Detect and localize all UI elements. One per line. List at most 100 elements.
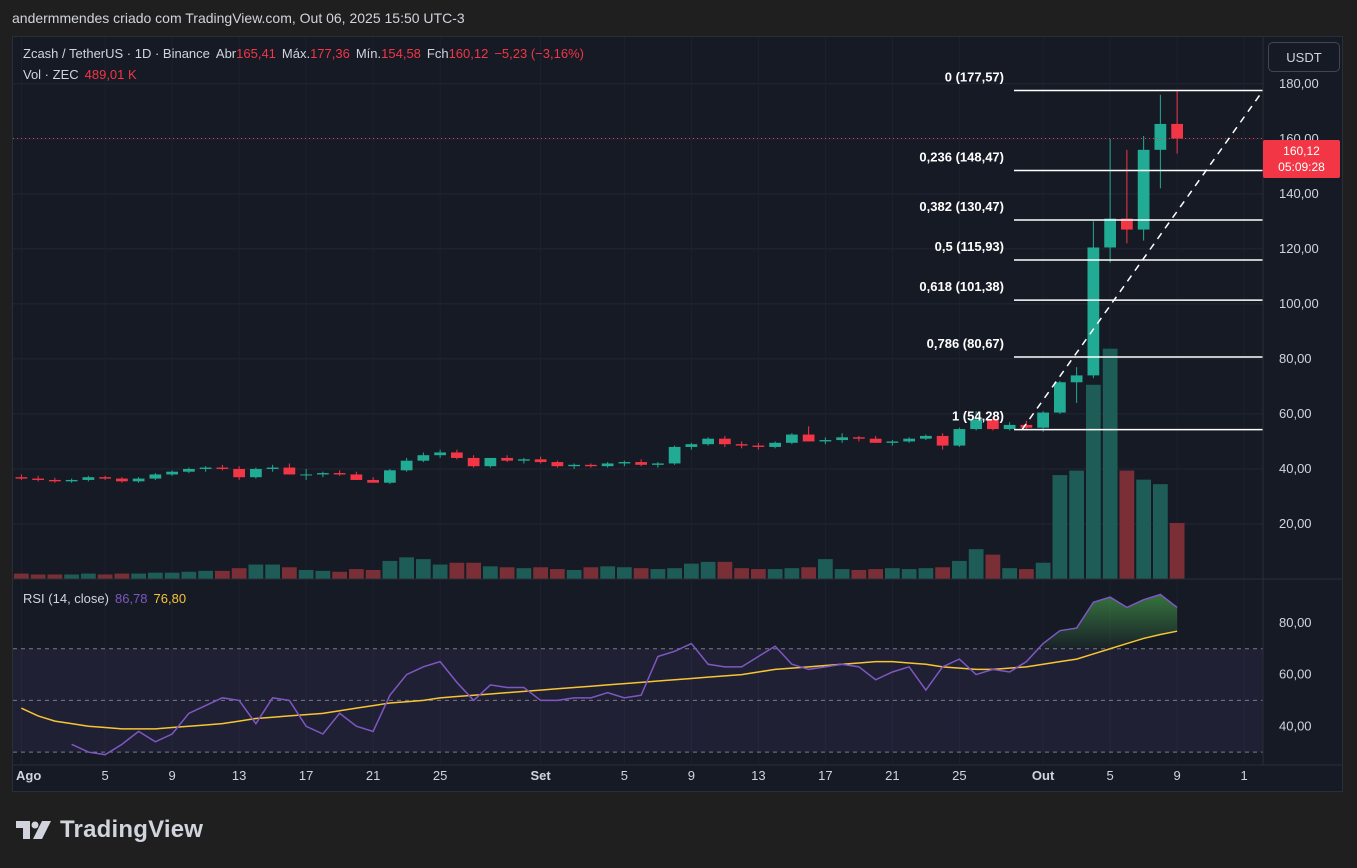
volume-bar	[282, 567, 297, 579]
volume-bar	[248, 564, 264, 579]
last-price-tag: 160,12 05:09:28	[1263, 140, 1340, 178]
candle-body	[702, 438, 714, 445]
volume-bar	[1052, 475, 1068, 579]
volume-layer	[14, 348, 1185, 579]
candle-body	[1121, 218, 1133, 230]
candle-body	[1003, 424, 1016, 430]
candle-body	[233, 468, 245, 478]
volume-bar	[550, 569, 565, 579]
candle-body	[869, 438, 882, 443]
tradingview-logo[interactable]: TradingView	[16, 816, 203, 844]
rsi-label[interactable]: RSI (14, close)	[23, 591, 109, 606]
volume-bar	[181, 571, 197, 579]
price-tick-label: 20,00	[1279, 516, 1312, 531]
high-value: 177,36	[310, 46, 350, 61]
candle-body	[601, 463, 614, 467]
rsi-band-layer	[13, 648, 1263, 753]
ohlc-legend: Zcash / TetherUS · 1D · Binance Abr165,41…	[23, 46, 590, 61]
rsi-ma-value: 76,80	[153, 591, 187, 606]
candle-body	[317, 473, 329, 475]
volume-bar	[416, 559, 431, 579]
volume-bar	[499, 567, 515, 579]
time-tick-label: 25	[433, 768, 447, 783]
volume-label[interactable]: Vol · ZEC	[23, 67, 79, 82]
candle-body	[585, 464, 597, 467]
volume-bar	[935, 567, 950, 579]
time-tick-label: 5	[621, 768, 628, 783]
brand-name: TradingView	[60, 816, 204, 843]
volume-bar	[700, 561, 716, 579]
candle-body	[434, 452, 446, 456]
time-tick-label: 21	[885, 768, 899, 783]
candle-body	[367, 479, 379, 483]
low-value: 154,58	[381, 46, 421, 61]
volume-bar	[952, 560, 967, 579]
volume-bar	[734, 568, 749, 579]
candle-body	[82, 477, 95, 480]
candle-body	[853, 437, 865, 439]
volume-bar	[265, 564, 280, 579]
volume-bar	[483, 566, 498, 579]
price-tick-label: 80,00	[1279, 351, 1312, 366]
volume-bar	[64, 574, 79, 579]
candle-body	[99, 477, 111, 479]
price-tick-label: 100,00	[1279, 296, 1319, 311]
candle-body	[970, 419, 982, 430]
volume-bar	[148, 572, 163, 579]
close-label: Fch	[426, 46, 449, 61]
volume-bar	[851, 569, 867, 579]
rsi-overbought-fill	[1043, 594, 1178, 649]
volume-value: 489,01 K	[84, 67, 137, 82]
candle-body	[836, 437, 848, 441]
volume-bar	[767, 569, 783, 579]
fib-level-label: 0,236 (148,47)	[919, 150, 1004, 165]
volume-bar	[1019, 569, 1034, 579]
volume-bar	[315, 570, 331, 579]
candle-body	[936, 435, 949, 446]
volume-bar	[516, 568, 532, 579]
volume-bar	[47, 574, 63, 579]
time-tick-label: Set	[531, 768, 552, 783]
close-value: 160,12	[448, 46, 489, 61]
volume-bar	[97, 574, 113, 579]
last-price-value: 160,12	[1283, 144, 1320, 158]
volume-bar	[667, 568, 682, 579]
candles-layer	[13, 90, 1263, 485]
volume-bar	[717, 561, 733, 579]
volume-bar	[834, 569, 850, 579]
candle-body	[668, 446, 681, 464]
rsi-value: 86,78	[114, 591, 148, 606]
candle-body	[484, 457, 497, 467]
candle-body	[534, 459, 547, 463]
volume-bar	[868, 569, 883, 579]
volume-bar	[332, 571, 347, 579]
rsi-ma-line	[21, 630, 1178, 730]
time-tick-label: 17	[818, 768, 832, 783]
chart-frame[interactable]: 0 (177,57) 0,236 (148,47) 0,382 (130,47) 0,…	[12, 36, 1343, 792]
time-tick-label: 9	[688, 768, 695, 783]
low-label: Mín.	[355, 46, 382, 61]
candle-body	[1087, 247, 1100, 376]
volume-bar	[968, 549, 984, 579]
candle-body	[819, 440, 832, 442]
time-tick-label: 9	[1174, 768, 1181, 783]
volume-bar	[751, 569, 766, 579]
chart-canvas[interactable]: 0 (177,57) 0,236 (148,47) 0,382 (130,47) 0,…	[13, 37, 1343, 792]
volume-bar	[215, 570, 230, 579]
volume-bar	[901, 569, 917, 579]
currency-button[interactable]: USDT	[1268, 42, 1340, 72]
candle-body	[1020, 424, 1033, 428]
candle-body	[166, 471, 178, 475]
volume-bar	[650, 569, 666, 579]
symbol-label[interactable]: Zcash / TetherUS · 1D · Binance	[23, 46, 210, 61]
volume-bar	[365, 569, 381, 579]
candle-body	[283, 467, 296, 475]
candle-body	[266, 467, 279, 469]
candle-body	[1070, 375, 1083, 383]
volume-bar	[1119, 470, 1135, 579]
volume-bar	[449, 562, 465, 579]
candle-body	[752, 445, 765, 447]
time-tick-label: 13	[751, 768, 765, 783]
volume-bar	[633, 568, 649, 579]
candle-body	[199, 467, 212, 469]
